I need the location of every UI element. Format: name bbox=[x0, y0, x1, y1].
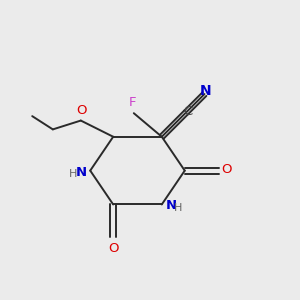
Text: O: O bbox=[221, 163, 232, 176]
Text: N: N bbox=[200, 84, 212, 98]
Text: O: O bbox=[76, 104, 87, 117]
Text: C: C bbox=[184, 105, 193, 118]
Text: O: O bbox=[108, 242, 119, 255]
Text: F: F bbox=[129, 96, 136, 109]
Text: H: H bbox=[69, 169, 77, 179]
Text: N: N bbox=[76, 166, 87, 178]
Text: N: N bbox=[165, 200, 176, 212]
Text: H: H bbox=[174, 203, 182, 213]
